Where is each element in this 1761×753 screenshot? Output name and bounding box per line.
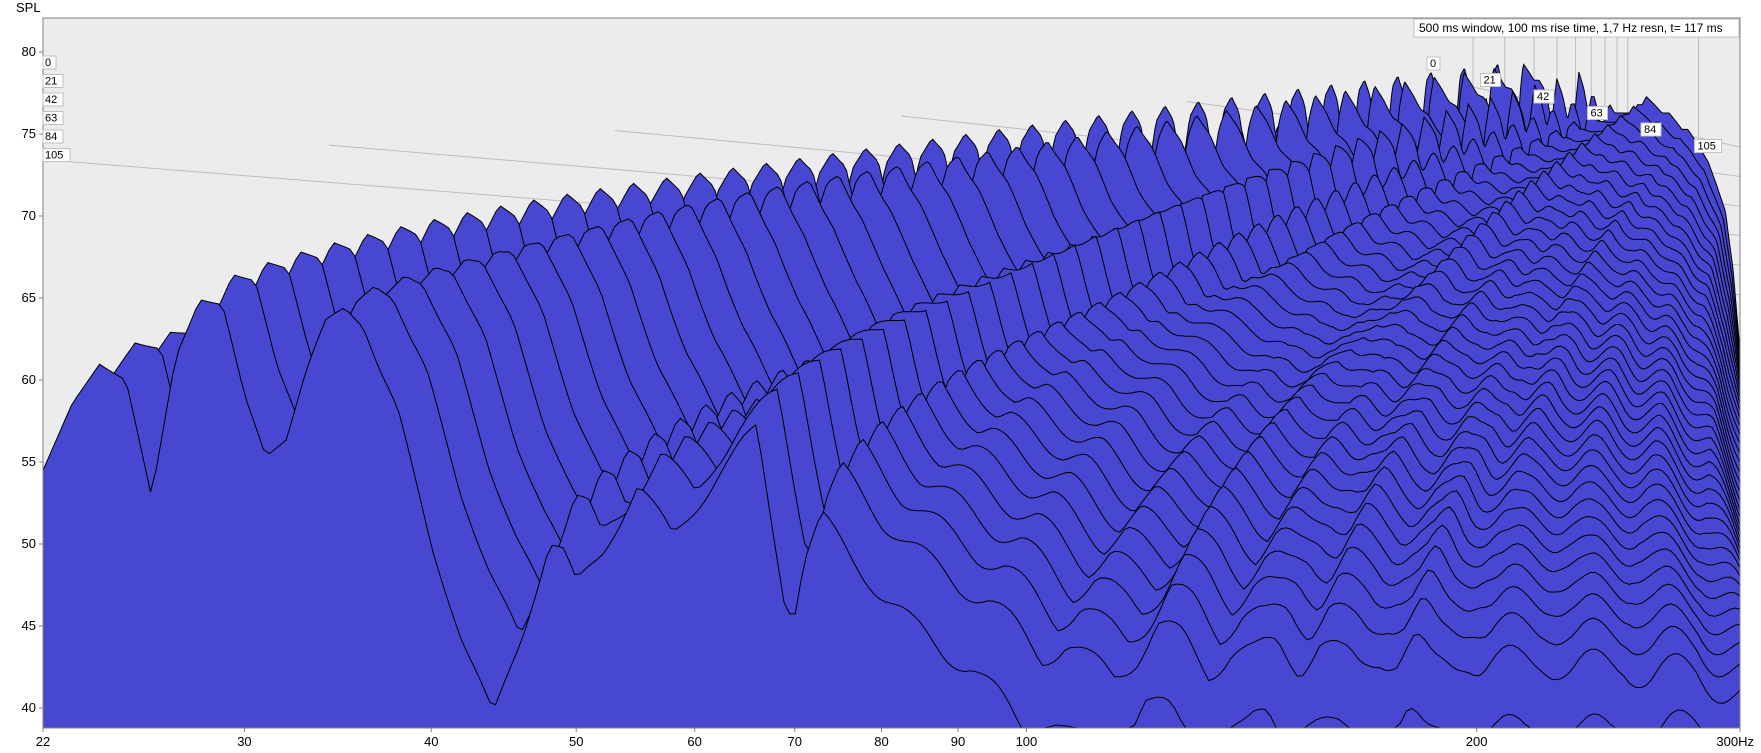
time-label-left: 21 <box>42 74 64 88</box>
x-axis-ticks: 22 30 40 50 60 70 80 90 100 200 300Hz <box>36 728 1754 749</box>
x-tick-label: 22 <box>36 734 50 749</box>
y-tick-label: 80 <box>22 44 36 59</box>
time-axis-labels: 0 0 21 21 42 42 63 63 84 84 105 105 <box>42 55 1722 162</box>
x-tick-label: 80 <box>874 734 888 749</box>
waterfall-slice-fill <box>43 300 1740 728</box>
time-label-left: 63 <box>42 111 64 125</box>
x-tick-label: 60 <box>687 734 701 749</box>
plot-frame <box>42 17 1741 729</box>
time-label-text: 84 <box>1644 124 1656 136</box>
time-label-text: 0 <box>1430 58 1436 70</box>
y-tick-label: 70 <box>22 208 36 223</box>
time-label-left: 42 <box>42 92 64 107</box>
waterfall-slice-line <box>79 274 1741 704</box>
time-label-box <box>1640 122 1662 137</box>
time-label-box <box>1426 56 1441 71</box>
time-label-box <box>1480 73 1501 87</box>
waterfall-slice-fill <box>116 262 1740 728</box>
time-label-right: 63 <box>1587 106 1608 120</box>
y-axis-ticks: 80 75 70 65 60 55 50 45 40 <box>22 44 43 715</box>
time-label-text: 63 <box>45 113 57 125</box>
time-label-right: 84 <box>1640 122 1662 137</box>
time-label-text: 21 <box>1484 75 1496 87</box>
info-annotation-box: 500 ms window, 100 ms rise time, 1,7 Hz … <box>1413 18 1740 38</box>
time-label-box <box>1587 106 1608 120</box>
x-tick-label: 300Hz <box>1716 734 1754 749</box>
y-tick-label: 65 <box>22 290 36 305</box>
time-label-box <box>1533 89 1555 104</box>
time-label-text: 105 <box>45 150 63 162</box>
time-label-left: 0 <box>42 55 57 70</box>
y-tick-label: 60 <box>22 372 36 387</box>
time-label-right: 105 <box>1694 139 1722 153</box>
y-tick-label: 55 <box>22 454 36 469</box>
x-tick-label: 50 <box>569 734 583 749</box>
y-axis-label: SPL <box>16 0 41 15</box>
time-label-text: 42 <box>45 94 57 106</box>
x-tick-label: 200 <box>1466 734 1488 749</box>
x-tick-label: 90 <box>951 734 965 749</box>
time-label-text: 105 <box>1698 141 1716 153</box>
time-label-text: 84 <box>45 131 57 143</box>
time-label-right: 21 <box>1480 73 1501 87</box>
time-label-right: 0 <box>1426 56 1441 71</box>
waterfall-slices <box>42 63 1741 729</box>
y-tick-label: 40 <box>22 700 36 715</box>
time-label-text: 42 <box>1537 91 1549 103</box>
time-label-box <box>42 92 64 107</box>
time-label-left: 84 <box>42 129 64 144</box>
x-tick-label: 40 <box>424 734 438 749</box>
time-label-box <box>42 148 71 162</box>
x-tick-label: 70 <box>788 734 802 749</box>
time-label-box <box>42 74 64 88</box>
time-label-text: 63 <box>1591 108 1603 120</box>
waterfall-slice-line <box>115 262 1741 678</box>
info-annotation: 500 ms window, 100 ms rise time, 1,7 Hz … <box>1419 21 1723 35</box>
y-tick-label: 45 <box>22 618 36 633</box>
x-tick-label: 30 <box>237 734 251 749</box>
time-label-box <box>42 111 64 125</box>
time-label-text: 0 <box>45 57 51 69</box>
time-label-right: 42 <box>1533 89 1555 104</box>
y-tick-label: 50 <box>22 536 36 551</box>
y-tick-label: 75 <box>22 126 36 141</box>
time-label-box <box>42 129 64 144</box>
time-label-box <box>42 55 57 70</box>
waterfall-slice-fill <box>79 275 1741 728</box>
time-label-left: 105 <box>42 148 71 162</box>
x-tick-label: 100 <box>1016 734 1038 749</box>
time-label-box <box>1694 139 1722 153</box>
time-label-text: 21 <box>45 76 57 88</box>
